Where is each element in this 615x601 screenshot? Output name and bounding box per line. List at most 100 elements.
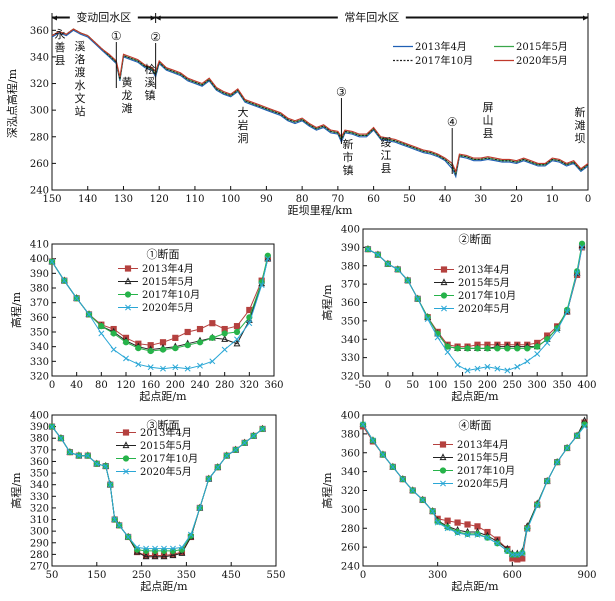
data-point-3-b	[574, 270, 580, 277]
data-point-3-b	[246, 320, 253, 327]
data-point-3-b	[554, 459, 561, 466]
x-tick-label: 600	[503, 570, 522, 581]
place-label-char: 绥	[381, 136, 392, 149]
data-point-2	[444, 343, 451, 350]
data-point-3	[93, 460, 100, 467]
x-tick-label: 550	[266, 570, 285, 581]
x-tick-label: 10	[546, 194, 559, 205]
legend-marker-0	[440, 266, 448, 273]
data-point-3	[61, 277, 68, 284]
section-marker: ③	[336, 85, 347, 99]
place-label-char: 新	[575, 105, 586, 119]
data-point-3-b	[464, 367, 471, 374]
x-tick-label: 30	[474, 194, 487, 205]
x-tick-label: 50	[406, 380, 419, 391]
y-tick-label: 310	[30, 515, 49, 526]
data-point-3	[258, 282, 265, 289]
y-tick-label: 340	[30, 342, 49, 353]
y-tick-label: 370	[30, 298, 49, 309]
data-point-3	[434, 334, 441, 341]
data-point-3-b	[258, 282, 265, 289]
data-point-2	[159, 346, 167, 353]
data-point-3	[160, 365, 166, 372]
y-tick-label: 320	[30, 79, 49, 90]
data-point-3	[394, 266, 401, 273]
y-tick-label: 320	[341, 372, 360, 383]
chart-title: ④断面	[459, 418, 492, 432]
legend-label-3: 2020年5月	[457, 477, 509, 490]
legend-marker-2	[122, 455, 130, 462]
data-point-3	[519, 550, 526, 557]
data-point-3-b	[444, 349, 451, 356]
data-point-3	[134, 544, 141, 551]
data-point-3	[102, 463, 109, 470]
place-label-char: 新	[343, 137, 354, 151]
data-point-2	[209, 334, 216, 341]
x-tick-label: 90	[260, 194, 273, 205]
y-tick-label: 290	[30, 538, 49, 549]
data-point-3	[125, 534, 132, 540]
x-tick-label: 20	[510, 194, 523, 205]
x-tick-label: 320	[240, 380, 259, 391]
zone-arrowhead-right	[150, 15, 156, 21]
data-point-3	[504, 547, 511, 554]
y-tick-label: 360	[30, 26, 49, 37]
y-tick-label: 350	[30, 328, 49, 339]
y-tick-label: 240	[341, 562, 360, 573]
legend-marker-3	[125, 304, 131, 311]
data-point-3	[534, 502, 541, 509]
data-point-3	[554, 327, 561, 334]
series-line-3	[51, 28, 589, 174]
data-point-2	[524, 345, 531, 352]
data-point-3	[49, 423, 55, 430]
legend-label-1: 2015年5月	[142, 275, 194, 288]
y-tick-label: 320	[30, 372, 49, 383]
data-point-3	[579, 244, 585, 251]
data-point-3	[379, 451, 386, 458]
x-tick-label: 280	[215, 380, 234, 391]
x-tick-label: 50	[403, 194, 416, 205]
data-point-3	[178, 544, 185, 551]
x-tick-label: 110	[185, 194, 204, 205]
zone-arrowhead-left	[52, 15, 57, 21]
data-point-3-b	[544, 339, 551, 346]
data-point-3-b	[196, 504, 203, 511]
data-point-3	[143, 545, 150, 552]
data-point-3	[110, 346, 117, 353]
data-point-3	[474, 365, 481, 372]
legend-marker-2	[440, 292, 448, 299]
place-label-char: 县	[55, 54, 66, 67]
y-tick-label: 300	[30, 106, 49, 117]
data-point-3-b	[484, 534, 491, 541]
data-point-2	[184, 342, 191, 349]
data-point-3	[370, 437, 376, 444]
place-label-char: 镇	[145, 88, 156, 102]
x-tick-label: 250	[132, 570, 151, 581]
legend-marker-3	[440, 480, 446, 487]
data-point-0	[454, 519, 461, 526]
data-point-3-b	[524, 526, 531, 533]
place-label-char: 溪	[75, 40, 86, 53]
data-point-3-b	[574, 432, 580, 439]
y-tick-label: 270	[30, 562, 49, 573]
x-tick-label: 150	[87, 570, 106, 581]
x-tick-label: 450	[222, 570, 241, 581]
x-tick-label: 120	[150, 194, 169, 205]
data-point-2	[233, 328, 241, 336]
legend-label-3: 2020年5月	[516, 54, 568, 67]
data-point-3-b	[197, 362, 203, 369]
data-point-3	[514, 551, 521, 558]
y-axis-label: 高程/m	[320, 472, 334, 509]
data-point-3-b	[514, 363, 521, 370]
data-point-3-b	[389, 463, 396, 470]
place-label: 新滩坝	[575, 105, 586, 145]
data-point-3	[111, 516, 118, 523]
place-label-char: 市	[343, 150, 354, 164]
data-point-2	[484, 345, 491, 352]
data-point-3-b	[564, 445, 571, 451]
x-tick-label: 360	[264, 380, 283, 391]
place-label-char: 永	[55, 27, 66, 41]
data-point-3-b	[379, 451, 386, 458]
data-point-3	[360, 421, 366, 428]
legend-label-0: 2013年4月	[142, 262, 194, 275]
